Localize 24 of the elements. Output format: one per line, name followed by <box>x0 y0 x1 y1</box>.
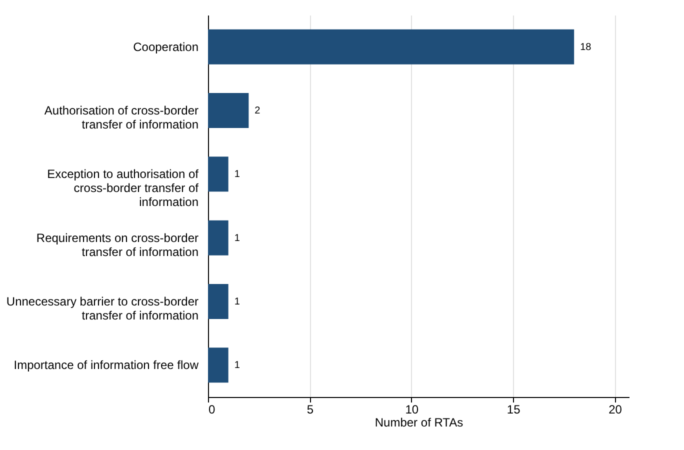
bar <box>208 93 249 128</box>
x-axis-title: Number of RTAs <box>374 416 464 430</box>
y-tick-label: Importance of information free flow <box>14 358 199 372</box>
bar <box>208 156 228 192</box>
data-label: 1 <box>234 232 240 244</box>
x-tick-label: 20 <box>608 402 622 416</box>
y-tick-label: Requirements on cross-border transfer of information <box>36 230 198 259</box>
y-tick-label: Authorisation of cross-border transfer of information <box>44 104 198 132</box>
y-tick-label: Unnecessary barrier to cross-border transfer of information <box>6 294 198 322</box>
bar <box>208 220 228 256</box>
x-tick-label: 0 <box>208 402 216 416</box>
bar <box>208 348 228 383</box>
x-tick-label: 5 <box>306 402 314 416</box>
y-tick-label: Exception to authorisation of cross-border transfer of information <box>47 167 200 210</box>
data-label: 18 <box>580 42 592 53</box>
bar <box>208 284 228 319</box>
x-tick-label: 15 <box>506 402 521 416</box>
data-label: 1 <box>234 169 240 180</box>
x-tick-label: 10 <box>405 402 419 416</box>
data-label: 2 <box>254 106 261 116</box>
data-label: 1 <box>234 296 240 308</box>
y-tick-label: Cooperation <box>133 40 198 54</box>
data-label: 1 <box>234 360 240 372</box>
bar <box>208 29 574 64</box>
